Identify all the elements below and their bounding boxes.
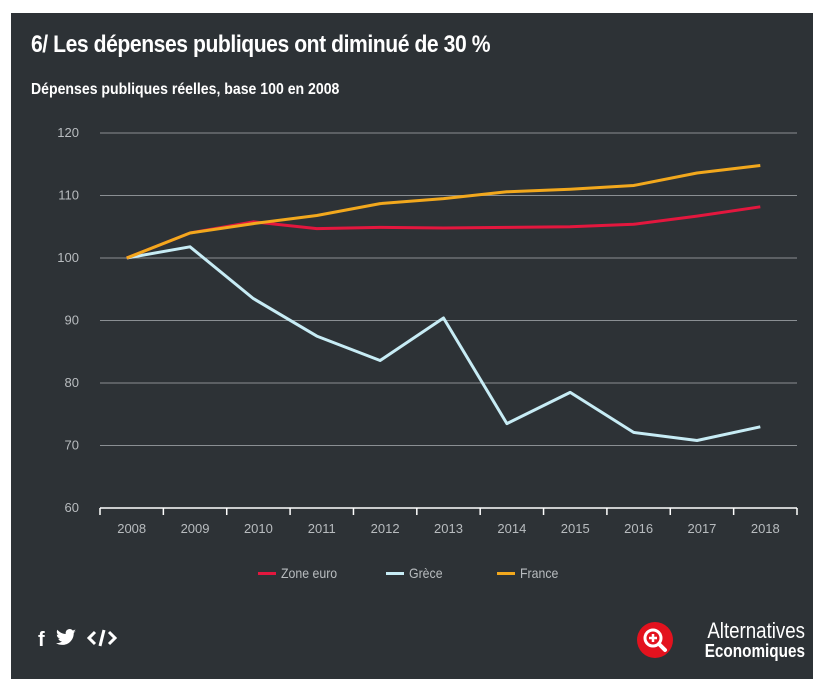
- x-tick-label: 2017: [687, 521, 716, 536]
- chart-card: 6/ Les dépenses publiques ont diminué de…: [11, 13, 813, 679]
- y-tick-label: 110: [58, 188, 79, 203]
- x-tick-label: 2014: [497, 521, 526, 536]
- y-tick-label: 70: [65, 438, 79, 453]
- x-tick-label: 2018: [751, 521, 780, 536]
- x-tick-label: 2009: [181, 521, 210, 536]
- y-tick-label: 120: [57, 125, 79, 140]
- series-line-france: [126, 164, 761, 260]
- x-tick-label: 2015: [561, 521, 590, 536]
- x-tick-label: 2012: [371, 521, 400, 536]
- legend-label: France: [520, 565, 559, 581]
- social-links: f: [38, 626, 117, 654]
- legend-label: Zone euro: [281, 565, 338, 581]
- y-tick-label: 80: [65, 375, 79, 390]
- brand-wordmark: Alternatives Economiques: [687, 618, 805, 661]
- brand-name-line2: Economiques: [704, 641, 805, 661]
- legend-swatch: [386, 571, 404, 575]
- legend-item: Zone euro: [258, 562, 345, 584]
- legend-swatch: [497, 571, 515, 575]
- legend-item: France: [497, 562, 564, 584]
- x-tick-label: 2008: [117, 521, 146, 536]
- chart-title: 6/ Les dépenses publiques ont diminué de…: [31, 31, 491, 58]
- legend-swatch: [258, 571, 276, 575]
- facebook-icon[interactable]: f: [38, 629, 45, 651]
- legend-label: Grèce: [409, 565, 443, 581]
- twitter-icon[interactable]: [55, 629, 77, 651]
- series-line-gr-ce: [126, 245, 761, 442]
- y-tick-label: 100: [57, 250, 79, 265]
- series-layer: [126, 164, 761, 442]
- x-tick-label: 2013: [434, 521, 463, 536]
- x-tick-label: 2011: [308, 521, 336, 536]
- brand-logo[interactable]: Alternatives Economiques: [636, 617, 805, 663]
- x-tick-label: 2016: [624, 521, 653, 536]
- magnifier-logo-icon: [636, 622, 673, 658]
- x-axis: 2008 2009 2010 2011 2012 2013 2014 2015 2016 2017…: [99, 507, 798, 536]
- chart-subtitle: Dépenses publiques réelles, base 100 en …: [31, 81, 340, 98]
- legend-item: Grèce: [386, 562, 447, 584]
- x-tick-label: 2010: [244, 521, 273, 536]
- series-line-zone-euro: [126, 205, 761, 260]
- grid-layer: 60 70 80 90 100 110 120: [57, 125, 797, 515]
- y-tick-label: 90: [65, 313, 79, 328]
- brand-name-line1: Alternatives: [707, 618, 805, 643]
- embed-code-icon[interactable]: [86, 629, 117, 651]
- legend: Zone euro Grèce France: [11, 562, 813, 586]
- y-tick-label: 60: [65, 500, 79, 515]
